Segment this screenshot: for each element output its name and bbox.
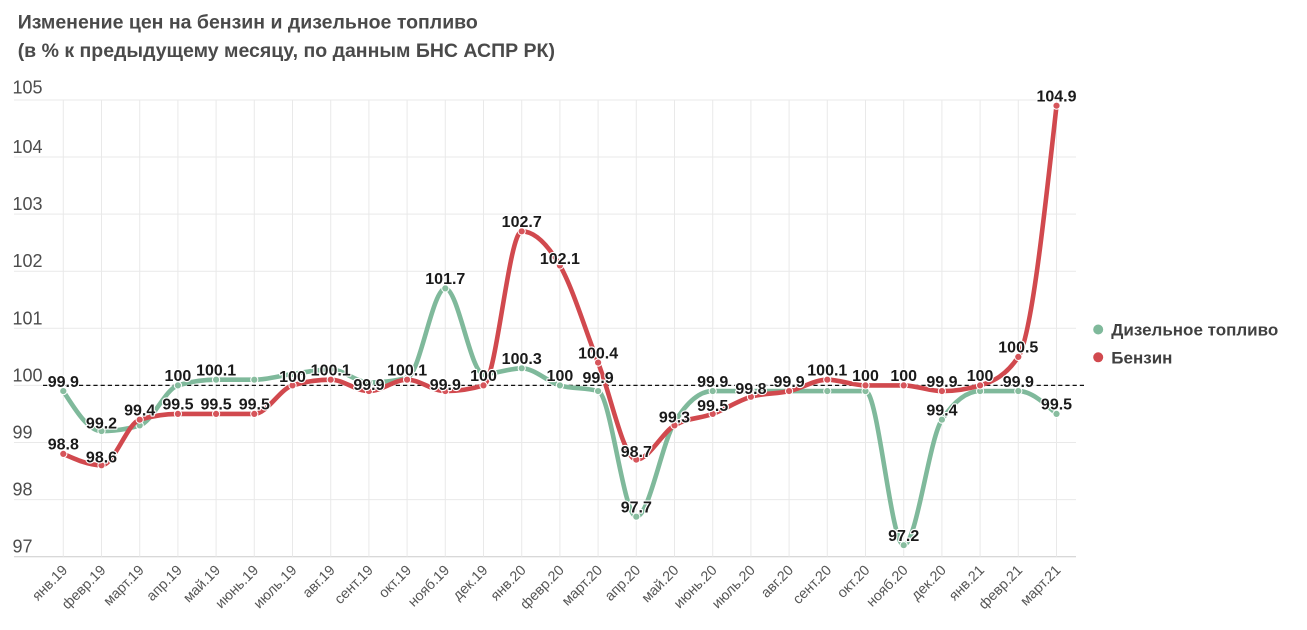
svg-text:99.8: 99.8 (735, 381, 766, 398)
svg-text:99.9: 99.9 (430, 377, 461, 394)
svg-text:99.9: 99.9 (926, 374, 957, 391)
svg-text:99.5: 99.5 (201, 397, 232, 414)
svg-text:Дизельное топливо: Дизельное топливо (1111, 321, 1278, 340)
svg-text:99.2: 99.2 (86, 415, 117, 432)
svg-text:98.6: 98.6 (86, 450, 117, 467)
svg-text:104.9: 104.9 (1036, 89, 1076, 106)
svg-text:99.5: 99.5 (239, 397, 270, 414)
svg-text:99.4: 99.4 (124, 403, 155, 420)
svg-text:99.4: 99.4 (926, 403, 957, 420)
svg-text:Бензин: Бензин (1111, 348, 1172, 367)
svg-text:100.5: 100.5 (998, 340, 1038, 357)
svg-text:97.2: 97.2 (888, 528, 919, 545)
svg-text:101: 101 (13, 308, 43, 328)
svg-text:100: 100 (547, 368, 574, 385)
svg-text:(в % к предыдущему месяцу, по: (в % к предыдущему месяцу, по данным БНС… (18, 40, 555, 62)
svg-text:100.3: 100.3 (502, 351, 542, 368)
svg-text:100.1: 100.1 (311, 363, 351, 380)
svg-text:99.9: 99.9 (697, 374, 728, 391)
svg-text:99.9: 99.9 (353, 377, 384, 394)
svg-text:100: 100 (890, 368, 917, 385)
svg-text:102: 102 (13, 251, 43, 271)
svg-text:99.5: 99.5 (1041, 397, 1072, 414)
svg-text:97.7: 97.7 (621, 500, 652, 517)
svg-text:99: 99 (13, 423, 33, 443)
svg-text:98.8: 98.8 (48, 437, 79, 454)
svg-text:100.1: 100.1 (196, 363, 236, 380)
svg-text:100.1: 100.1 (807, 363, 847, 380)
svg-text:100: 100 (470, 368, 497, 385)
svg-text:98.7: 98.7 (621, 444, 652, 461)
svg-text:97: 97 (13, 537, 33, 557)
svg-text:99.9: 99.9 (1003, 374, 1034, 391)
svg-text:102.7: 102.7 (502, 214, 542, 231)
svg-text:100.4: 100.4 (578, 345, 618, 362)
svg-text:105: 105 (13, 78, 43, 98)
svg-text:104: 104 (13, 137, 43, 157)
svg-text:100.1: 100.1 (387, 363, 427, 380)
svg-text:99.5: 99.5 (162, 397, 193, 414)
svg-text:99.9: 99.9 (774, 374, 805, 391)
svg-text:98: 98 (13, 480, 33, 500)
svg-text:100: 100 (852, 368, 879, 385)
svg-text:100: 100 (967, 368, 994, 385)
svg-text:Изменение цен на бензин и дизе: Изменение цен на бензин и дизельное топл… (18, 12, 478, 34)
svg-text:99.5: 99.5 (697, 398, 728, 415)
svg-text:99.3: 99.3 (659, 410, 690, 427)
svg-text:100: 100 (279, 369, 306, 386)
svg-text:103: 103 (13, 194, 43, 214)
svg-text:99.9: 99.9 (48, 374, 79, 391)
svg-text:99.9: 99.9 (583, 370, 614, 387)
svg-text:100: 100 (165, 368, 192, 385)
svg-text:102.1: 102.1 (540, 251, 580, 268)
svg-text:100: 100 (13, 365, 43, 385)
svg-text:101.7: 101.7 (425, 271, 465, 288)
